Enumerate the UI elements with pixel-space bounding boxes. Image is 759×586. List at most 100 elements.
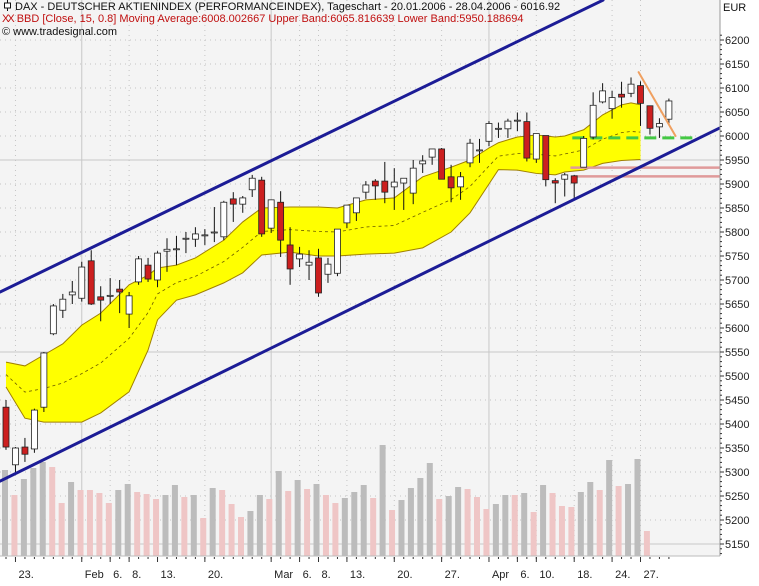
volume-bar (615, 486, 622, 556)
y-tick-label: 5550 (725, 347, 749, 359)
candle (400, 177, 408, 210)
candle-body (210, 231, 218, 234)
candle-body (580, 137, 588, 168)
x-tick-label: 24. (615, 569, 630, 581)
candle-body (191, 233, 199, 240)
x-tick-label: Mar (274, 569, 293, 581)
candle (97, 286, 105, 322)
x-tick-label: 27. (643, 569, 658, 581)
candle (229, 192, 237, 222)
chart-title-line: DAX - DEUTSCHER AKTIENINDEX (PERFORMANCE… (2, 0, 560, 14)
volume-bar (58, 503, 65, 556)
candle (504, 118, 512, 138)
candle (21, 437, 29, 462)
candle (589, 92, 597, 140)
candle (513, 112, 521, 132)
volume-bar (360, 485, 367, 556)
x-tick-label: 27. (445, 569, 460, 581)
candle (476, 138, 483, 163)
candle-body (229, 198, 237, 205)
candle-body (239, 197, 247, 205)
y-tick-label: 5450 (725, 395, 749, 407)
candle-body (656, 123, 663, 128)
candle (59, 293, 67, 318)
y-tick-label: 5700 (725, 275, 749, 287)
y-tick-label: 5250 (725, 491, 749, 503)
volume-bar (389, 510, 396, 556)
candle-body (97, 296, 105, 301)
candle (144, 257, 152, 282)
candlestick-icon (4, 0, 11, 11)
candle (542, 135, 550, 187)
volume-bar (304, 489, 311, 556)
candle (466, 138, 474, 168)
x-tick-label: 23. (18, 569, 33, 581)
candle (343, 204, 351, 229)
x-tick-label: 13. (350, 569, 365, 581)
candle (334, 228, 341, 277)
candle-body (466, 142, 474, 164)
candle (523, 112, 531, 162)
candle-body (59, 298, 67, 311)
volume-bar (606, 460, 613, 556)
candle-body (2, 406, 10, 448)
candle-body (163, 248, 171, 252)
y-tick-label: 5800 (725, 227, 749, 239)
candle (296, 246, 303, 268)
candle-body (589, 104, 597, 138)
x-tick-label: Feb (85, 569, 104, 581)
volume-bar (398, 500, 405, 556)
candle-body (371, 180, 379, 187)
candle-body (40, 352, 48, 408)
candle (182, 232, 190, 254)
candle (646, 105, 654, 135)
x-tick-label: Apr (492, 569, 509, 581)
volume-bar (521, 493, 528, 556)
volume-bar (322, 495, 329, 556)
candle-body (12, 447, 19, 466)
y-tick-label: 5750 (725, 251, 749, 263)
candle-body (495, 127, 502, 130)
volume-bar (228, 504, 235, 556)
volume-bar (587, 482, 594, 556)
x-tick-label: 20. (208, 569, 223, 581)
volume-bar (39, 462, 46, 556)
candle (191, 227, 199, 247)
volume-bar (492, 504, 499, 556)
indicator-legend: BBD [Close, 15, 0.8] Moving Average:6008… (16, 13, 524, 25)
candle (49, 304, 57, 336)
x-axis-area (0, 556, 759, 586)
volume-bar (332, 503, 339, 556)
candle (2, 400, 10, 450)
candle (239, 196, 247, 213)
candle (656, 118, 663, 138)
volume-bar (20, 479, 27, 556)
volume-bar (105, 503, 112, 556)
volume-bar (445, 496, 452, 556)
y-tick-label: 5950 (725, 155, 749, 167)
volume-bar (313, 484, 320, 556)
candle-body (220, 201, 228, 238)
volume-bar (511, 495, 518, 556)
candle (495, 122, 502, 138)
candle (390, 168, 398, 210)
candle (447, 164, 455, 203)
candle-body (258, 179, 266, 235)
volume-bar (209, 488, 216, 556)
candle-body (31, 409, 38, 450)
candle-body (513, 119, 521, 122)
candle-body (627, 83, 635, 94)
candle (551, 178, 559, 204)
lower-channel-line (0, 126, 722, 483)
candle-body (362, 184, 370, 193)
y-tick-label: 5600 (725, 323, 749, 335)
candle (362, 181, 370, 199)
candle-body (296, 253, 303, 260)
candle-body (665, 100, 673, 120)
y-axis-area (720, 0, 759, 586)
candle (580, 136, 588, 168)
upper-channel-line (0, 0, 605, 294)
candle (305, 250, 313, 280)
indicator-icon: XX (2, 13, 15, 25)
candle (87, 250, 95, 305)
